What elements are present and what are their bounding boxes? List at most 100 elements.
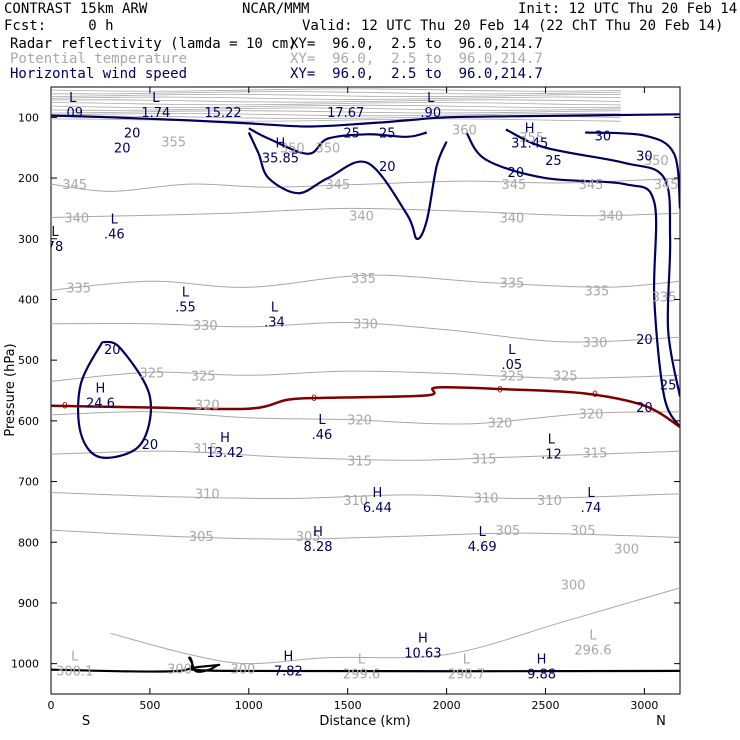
extremum-type: H [283, 650, 293, 665]
extremum-value: 13.42 [206, 446, 243, 461]
extremum-type: L [508, 343, 516, 358]
extremum-value: .46 [104, 228, 125, 243]
theta-label: 330 [583, 336, 608, 351]
wind-isotach-20 [76, 340, 153, 459]
y-axis-title: Pressure (hPa) [3, 343, 18, 436]
y-tick-label: 900 [18, 597, 39, 610]
extremum-type: H [525, 122, 535, 137]
extremum-type: L [69, 91, 77, 106]
extremum-type: H [313, 525, 323, 540]
theta-label: 325 [191, 369, 216, 384]
wind-isotach-25 [248, 127, 428, 155]
theta-label: 325 [499, 369, 524, 384]
field-xy-wind: XY= 96.0, 2.5 to 96.0,214.7 [290, 66, 543, 82]
theta-isoline-310 [51, 492, 680, 500]
field-xy-theta: XY= 96.0, 2.5 to 96.0,214.7 [290, 51, 543, 67]
theta-label: 345 [501, 178, 526, 193]
extremum-type: L [318, 413, 326, 428]
wind-label: 30 [595, 130, 612, 145]
zero-contour-label: 0 [62, 402, 68, 412]
theta-label: 320 [347, 414, 372, 429]
x-tick-label: 1500 [334, 699, 362, 712]
theta-label: 335 [66, 281, 91, 296]
theta-label: 345 [62, 178, 87, 193]
extremum-value: 4.69 [468, 540, 497, 555]
wind-label: 20 [124, 127, 141, 142]
upper-theta-band [51, 112, 621, 117]
plot-frame [50, 86, 681, 695]
wind-isotach-20 [465, 131, 680, 428]
extremum-type: H [276, 137, 286, 152]
wind-contours [51, 113, 680, 459]
y-tick-label: 800 [18, 536, 39, 549]
theta-isoline-335 [51, 274, 680, 291]
zero-contour-label: 0 [592, 390, 598, 400]
theta-label: 325 [553, 369, 578, 384]
terrain-line [51, 656, 680, 673]
x-tick-label: 1000 [235, 699, 263, 712]
upper-theta-band [51, 96, 621, 100]
extremum-value: 35.85 [262, 152, 299, 167]
zero-contour-line [51, 385, 680, 428]
extremum-type: L [358, 653, 366, 668]
endpoint-right-label: N [656, 714, 666, 729]
wind-label: 20 [636, 401, 653, 416]
wind-label: 25 [660, 378, 677, 393]
x-axis-title: Distance (km) [319, 714, 410, 729]
wind-label: 20 [508, 166, 525, 181]
extremum-value: .34 [264, 316, 285, 331]
terrain-profile [51, 656, 680, 673]
axes: 0 500 1000 1500 2000 2500 30001002003004005006… [11, 87, 680, 712]
y-tick-label: 700 [18, 476, 39, 489]
contour-labels: 355 350 350 360 355 350 345 345 345 345 345 340 340 3… [51, 91, 679, 682]
theta-label: 330 [353, 318, 378, 333]
theta-label: 315 [472, 452, 497, 467]
upper-theta-band [51, 104, 621, 109]
wind-isotach-25 [505, 128, 680, 397]
x-tick-label: 2000 [433, 699, 461, 712]
theta-label: 300 [614, 542, 639, 557]
extremum-type: L [182, 285, 190, 300]
theta-label: 345 [654, 178, 679, 193]
extremum-value: .90 [420, 106, 441, 121]
extremum-value: 31.45 [511, 137, 548, 152]
theta-label: 340 [349, 210, 374, 225]
theta-label: 340 [64, 212, 89, 227]
extremum-type: L [479, 525, 487, 540]
y-tick-label: 300 [18, 233, 39, 246]
wind-label: 20 [104, 343, 121, 358]
model-title: CONTRAST 15km ARW [4, 1, 148, 17]
upper-theta-band [51, 88, 621, 92]
x-tick-label: 2500 [531, 699, 559, 712]
theta-label: 345 [579, 178, 604, 193]
wind-label: 30 [636, 150, 653, 165]
wind-label: 20 [114, 142, 131, 157]
theta-label: 305 [296, 530, 321, 545]
theta-label: 300 [167, 663, 192, 678]
theta-label: 320 [488, 417, 513, 432]
theta-label: 310 [343, 494, 368, 509]
theta-contours [51, 177, 680, 665]
x-tick-label: 3000 [630, 699, 658, 712]
upper-theta-bands [51, 88, 621, 122]
theta-label: 310 [195, 488, 220, 503]
forecast-hour: Fcst: 0 h [4, 18, 114, 34]
extremum-type: L [71, 650, 79, 665]
upper-theta-band [51, 102, 621, 106]
extremum-type: L [589, 628, 597, 643]
valid-time: Valid: 12 UTC Thu 20 Feb 14 (22 ChT Thu … [302, 18, 724, 34]
zero-contour-label: 0 [497, 385, 503, 395]
x-tick-label: 0 [48, 699, 55, 712]
extremum-type: L [271, 301, 279, 316]
extremum-value: 8.28 [304, 540, 333, 555]
extremum-value: 17.67 [327, 106, 364, 121]
zero-contour-label: 0 [311, 394, 317, 404]
theta-label: 335 [499, 276, 524, 291]
extremum-value: .74 [581, 501, 602, 516]
theta-label: 335 [351, 272, 376, 287]
theta-isoline-300 [110, 587, 680, 665]
extremum-value: 296.6 [574, 643, 611, 658]
extremum-value: 15.22 [204, 106, 241, 121]
field-name-theta: Potential temperature [10, 51, 188, 67]
wind-isotach-30 [585, 131, 680, 209]
